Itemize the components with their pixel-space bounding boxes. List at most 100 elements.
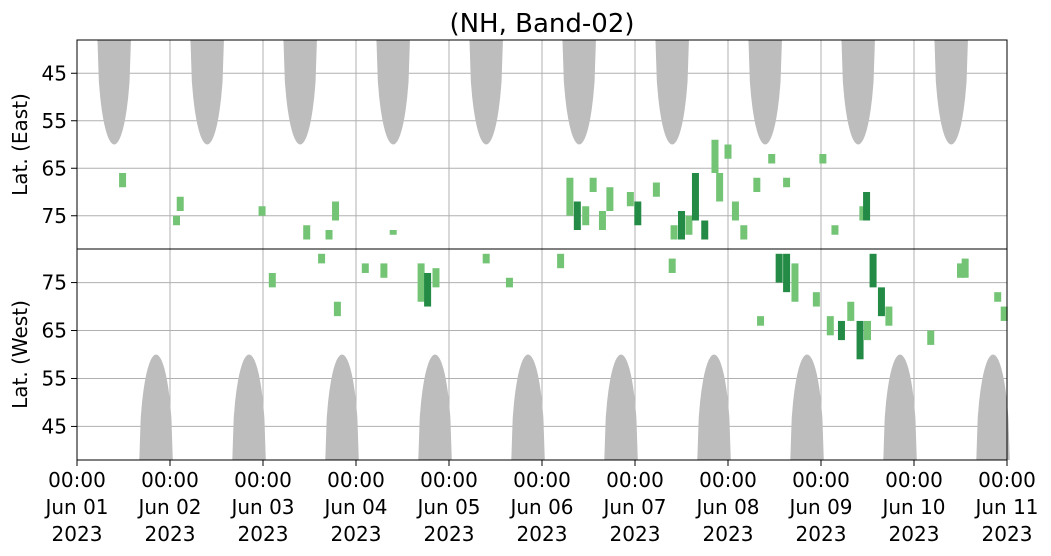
activity-patch — [837, 320, 845, 341]
activity-patch — [417, 263, 425, 302]
no-data-region — [790, 354, 824, 460]
x-tick-label: 00:00 Jun 11 2023 — [973, 468, 1038, 546]
no-data-region — [139, 354, 173, 460]
x-tick-label: 00:00 Jun 08 2023 — [694, 468, 759, 546]
activity-patch — [557, 253, 565, 269]
activity-patch — [380, 263, 388, 278]
activity-patch — [757, 316, 765, 326]
no-data-region — [97, 40, 131, 145]
activity-patch — [258, 206, 266, 216]
activity-patch — [389, 230, 397, 235]
no-data-region — [325, 354, 359, 460]
no-data-region — [469, 40, 503, 145]
activity-patch — [589, 177, 597, 192]
x-tick-label-line: 2023 — [145, 522, 196, 546]
activity-patch — [961, 258, 969, 278]
x-tick-label: 00:00 Jun 09 2023 — [787, 468, 852, 546]
activity-patch — [847, 301, 855, 321]
x-tick-label: 00:00 Jun 05 2023 — [415, 468, 480, 546]
x-tick-label-line: Jun 11 — [973, 495, 1038, 519]
activity-patch — [176, 196, 184, 211]
no-data-region — [511, 354, 545, 460]
x-tick-label-line: 00:00 — [420, 468, 478, 492]
activity-patch — [626, 192, 634, 207]
x-tick-label-line: 00:00 — [606, 468, 664, 492]
x-tick-label-line: Jun 03 — [229, 495, 294, 519]
no-data-region — [190, 40, 224, 145]
y-tick-label: 65 — [42, 319, 67, 343]
activity-patch — [598, 211, 606, 230]
activity-patch — [731, 201, 739, 221]
x-tick-label-line: Jun 08 — [694, 495, 759, 519]
y-tick-label: 55 — [42, 366, 67, 390]
activity-patch — [716, 173, 724, 202]
x-tick-label: 00:00 Jun 07 2023 — [601, 468, 666, 546]
activity-patch — [678, 211, 685, 240]
activity-patch — [753, 177, 761, 192]
x-tick-label-line: 2023 — [796, 522, 847, 546]
chart-title: (NH, Band-02) — [449, 9, 634, 39]
y-axis-label: Lat. (West) — [8, 300, 32, 409]
x-tick-label: 00:00 Jun 06 2023 — [508, 468, 573, 546]
x-tick-label-line: 00:00 — [699, 468, 757, 492]
activity-patch — [573, 201, 581, 230]
no-data-region — [883, 354, 917, 460]
activity-patch — [482, 253, 490, 264]
x-tick-label-line: 2023 — [889, 522, 940, 546]
activity-patch — [670, 225, 678, 240]
x-tick-label-line: 2023 — [982, 522, 1033, 546]
x-tick-label: 00:00 Jun 03 2023 — [229, 468, 294, 546]
x-tick-label-line: 2023 — [517, 522, 568, 546]
x-tick-label-line: Jun 01 — [43, 495, 108, 519]
activity-patch — [268, 272, 276, 288]
activity-patch — [724, 144, 732, 159]
no-data-region — [934, 40, 968, 145]
x-tick-label-line: 00:00 — [978, 468, 1036, 492]
no-data-region — [232, 354, 266, 460]
activity-patch — [685, 215, 693, 235]
activity-patch — [831, 225, 839, 235]
panel-east: 45 55 65 75 Lat. (East) — [8, 39, 1008, 250]
activity-patch — [701, 220, 709, 240]
activity-patch — [859, 206, 867, 221]
x-tick-label-line: Jun 04 — [322, 495, 387, 519]
no-data-region — [748, 40, 782, 145]
activity-patch — [333, 301, 341, 317]
activity-patch — [791, 263, 799, 302]
activity-patch — [768, 154, 776, 164]
activity-patch — [1000, 306, 1008, 321]
activity-patch — [783, 253, 791, 293]
x-tick-label-line: Jun 05 — [415, 495, 480, 519]
x-tick-label-line: Jun 10 — [880, 495, 945, 519]
activity-patch — [877, 287, 885, 317]
no-data-region — [562, 40, 596, 145]
no-data-region — [604, 354, 638, 460]
activity-patch — [869, 253, 877, 288]
activity-patch — [775, 253, 783, 283]
activity-patch — [994, 292, 1002, 302]
x-tick-label-line: Jun 06 — [508, 495, 573, 519]
activity-patch — [606, 187, 614, 211]
activity-patch — [783, 177, 791, 188]
no-data-region — [841, 40, 875, 145]
no-data-region — [976, 354, 1010, 460]
activity-patch — [863, 192, 871, 221]
activity-patch — [740, 225, 748, 240]
activity-patch — [332, 201, 340, 221]
x-tick-label-line: 2023 — [52, 522, 103, 546]
activity-patch — [957, 263, 964, 278]
x-tick-label-line: 2023 — [610, 522, 661, 546]
x-tick-label-line: Jun 09 — [787, 495, 852, 519]
activity-patch — [424, 272, 432, 307]
x-tick-label-line: 2023 — [424, 522, 475, 546]
activity-patch — [318, 253, 326, 264]
x-tick-label-line: 2023 — [703, 522, 754, 546]
activity-patch — [173, 215, 181, 226]
x-tick-label: 00:00 Jun 10 2023 — [880, 468, 945, 546]
x-tick-label: 00:00 Jun 02 2023 — [136, 468, 201, 546]
activity-patch — [711, 139, 719, 173]
x-tick-label-line: Jun 07 — [601, 495, 666, 519]
no-data-region — [697, 354, 731, 460]
no-data-region — [418, 354, 452, 460]
